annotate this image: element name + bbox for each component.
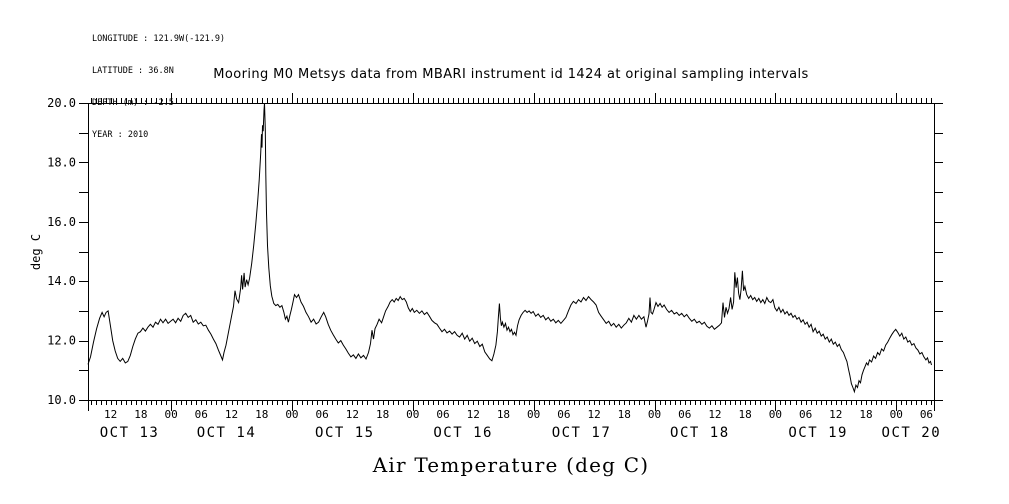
x-axis-title: Air Temperature (deg C) — [372, 453, 650, 477]
x-tick-label: 00 — [890, 408, 903, 421]
x-tick-label: 18 — [618, 408, 631, 421]
x-tick-label: 12 — [104, 408, 117, 421]
series-air-temperature — [87, 102, 932, 394]
day-label: OCT 18 — [670, 425, 730, 441]
x-tick-label: 06 — [799, 408, 812, 421]
day-label: OCT 14 — [197, 425, 257, 441]
y-tick-label: 14.0 — [47, 274, 76, 288]
y-tick-label: 20.0 — [47, 96, 76, 110]
x-tick-label: 18 — [376, 408, 389, 421]
x-tick-label: 18 — [134, 408, 147, 421]
x-tick-label: 00 — [527, 408, 540, 421]
day-label: OCT 17 — [552, 425, 612, 441]
x-tick-label: 06 — [557, 408, 570, 421]
x-tick-label: 12 — [467, 408, 480, 421]
y-tick-label: 16.0 — [47, 215, 76, 229]
x-tick-label: 12 — [346, 408, 359, 421]
day-label: OCT 20 — [882, 425, 942, 441]
day-label: OCT 19 — [788, 425, 848, 441]
day-label: OCT 13 — [100, 425, 160, 441]
x-tick-label: 00 — [406, 408, 419, 421]
x-tick-label: 12 — [708, 408, 721, 421]
x-tick-label: 00 — [769, 408, 782, 421]
chart-title: Mooring M0 Metsys data from MBARI instru… — [213, 67, 809, 82]
x-tick-label: 18 — [255, 408, 268, 421]
meta-latitude: LATITUDE : 36.8N — [92, 65, 174, 76]
x-tick-label: 06 — [195, 408, 208, 421]
meta-longitude: LONGITUDE : 121.9W(-121.9) — [92, 34, 226, 45]
x-tick-label: 18 — [739, 408, 752, 421]
x-tick-label: 06 — [920, 408, 933, 421]
y-tick-label: 18.0 — [47, 155, 76, 169]
x-tick-label: 06 — [436, 408, 449, 421]
x-tick-label: 00 — [285, 408, 298, 421]
y-axis-label: deg C — [29, 233, 43, 271]
x-tick-label: 12 — [225, 408, 238, 421]
x-tick-label: 06 — [678, 408, 691, 421]
y-tick-label: 12.0 — [47, 334, 76, 348]
x-tick-label: 12 — [829, 408, 842, 421]
header-metadata: LONGITUDE : 121.9W(-121.9) LATITUDE : 36… — [92, 13, 225, 161]
x-tick-label: 00 — [648, 408, 661, 421]
x-tick-label: 00 — [164, 408, 177, 421]
x-tick-label: 12 — [587, 408, 600, 421]
meta-year: YEAR : 2010 — [92, 129, 149, 140]
x-tick-label: 18 — [497, 408, 510, 421]
x-tick-label: 06 — [316, 408, 329, 421]
day-label: OCT 15 — [315, 425, 375, 441]
x-tick-label: 18 — [859, 408, 872, 421]
plot-border — [88, 103, 935, 401]
meta-depth: DEPTH (m) : -2.5 — [92, 97, 174, 108]
y-tick-label: 10.0 — [47, 393, 76, 407]
day-label: OCT 16 — [433, 425, 493, 441]
